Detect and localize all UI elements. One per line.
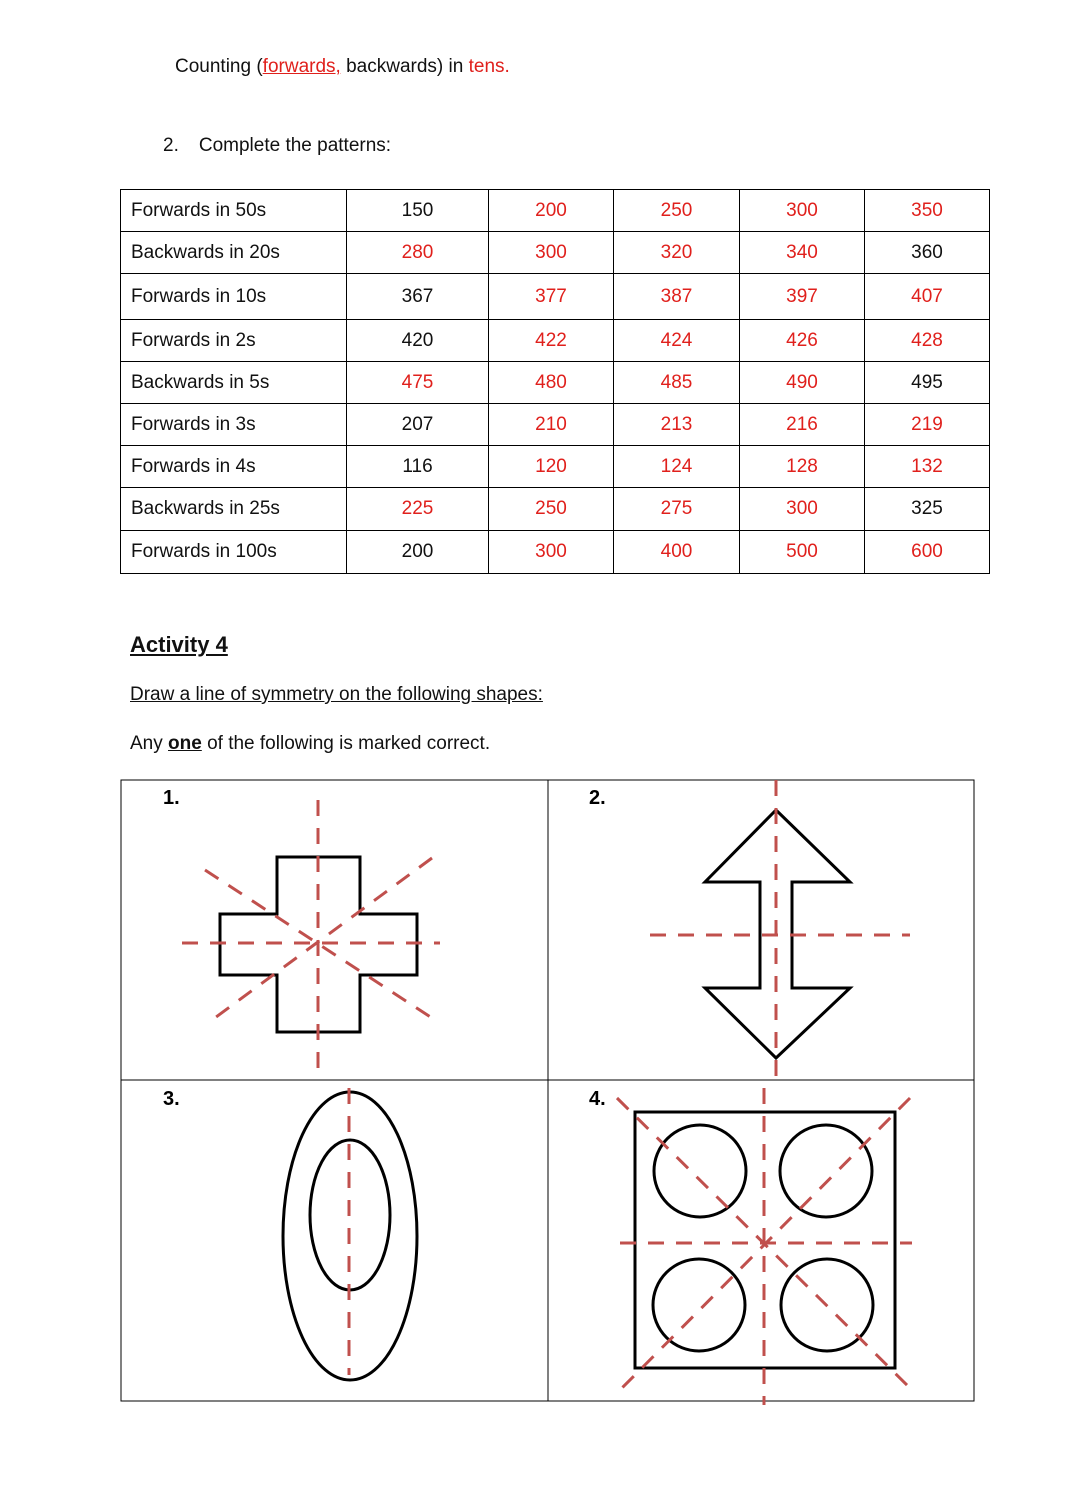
answer-value: 340	[739, 231, 865, 274]
heading-prefix: Counting (	[175, 56, 263, 77]
answer-value: 426	[739, 319, 865, 362]
answer-value: 397	[739, 273, 865, 320]
note-bold: one	[168, 733, 202, 754]
answer-value: 210	[488, 403, 614, 446]
pattern-label: Forwards in 100s	[120, 530, 347, 574]
answer-value: 300	[739, 487, 865, 531]
heading-forwards: forwards,	[262, 56, 341, 77]
question-number: 2.	[163, 135, 179, 156]
heading-tens: tens.	[468, 56, 510, 77]
answer-value: 280	[346, 231, 489, 274]
shape-number-3: 3.	[163, 1088, 180, 1110]
answer-value: 490	[739, 361, 865, 404]
pattern-row: Forwards in 4s 116 120 124 128 132	[120, 445, 990, 488]
double-arrow-shape	[701, 807, 854, 1061]
answer-value: 422	[488, 319, 614, 362]
question-heading: 2. Complete the patterns:	[163, 135, 391, 157]
counting-heading: Counting (forwards, backwards) in tens.	[175, 56, 510, 78]
symmetry-line	[615, 1096, 912, 1390]
answer-value: 128	[739, 445, 865, 488]
circle-shape	[652, 1123, 748, 1219]
patterns-table: Forwards in 50s 150 200 250 300 350 Backwards …	[120, 189, 990, 574]
answer-value: 225	[346, 487, 489, 531]
symmetry-line	[211, 856, 433, 1022]
pattern-row: Forwards in 100s 200 300 400 500 600	[120, 530, 990, 574]
answer-value: 600	[864, 530, 990, 574]
pattern-label: Backwards in 25s	[120, 487, 347, 531]
answer-value: 500	[739, 530, 865, 574]
symmetry-line	[204, 868, 433, 1020]
answer-value: 132	[864, 445, 990, 488]
given-value: 420	[346, 319, 489, 362]
activity-instruction: Draw a line of symmetry on the following…	[130, 684, 543, 705]
answer-value: 219	[864, 403, 990, 446]
answer-value: 424	[613, 319, 740, 362]
answer-value: 400	[613, 530, 740, 574]
pattern-label: Forwards in 10s	[120, 273, 347, 320]
note-post: of the following is marked correct.	[201, 733, 491, 754]
circle-shape	[778, 1123, 874, 1219]
shape-number-4: 4.	[589, 1088, 606, 1110]
pattern-label: Forwards in 50s	[120, 189, 347, 232]
circle-shape	[651, 1257, 747, 1353]
activity-title: Activity 4	[130, 632, 228, 657]
answer-value: 250	[488, 487, 614, 531]
pattern-label: Backwards in 5s	[120, 361, 347, 404]
given-value: 150	[346, 189, 489, 232]
note-pre: Any	[130, 733, 169, 754]
shape-number-2: 2.	[589, 787, 606, 809]
pattern-row: Backwards in 5s 475 480 485 490 495	[120, 361, 990, 404]
symmetry-line	[618, 1096, 912, 1392]
pattern-row: Forwards in 2s 420 422 424 426 428	[120, 319, 990, 362]
answer-value: 300	[739, 189, 865, 232]
answer-value: 124	[613, 445, 740, 488]
pattern-label: Forwards in 4s	[120, 445, 347, 488]
given-value: 495	[864, 361, 990, 404]
answer-value: 485	[613, 361, 740, 404]
answer-value: 213	[613, 403, 740, 446]
circle-shape	[779, 1257, 875, 1353]
answer-value: 480	[488, 361, 614, 404]
answer-value: 428	[864, 319, 990, 362]
cross-shape	[218, 855, 419, 1034]
answer-value: 120	[488, 445, 614, 488]
pattern-label: Forwards in 2s	[120, 319, 347, 362]
answer-value: 387	[613, 273, 740, 320]
question-text: Complete the patterns:	[198, 135, 392, 156]
answer-value: 407	[864, 273, 990, 320]
given-value: 325	[864, 487, 990, 531]
answer-value: 300	[488, 231, 614, 274]
shape-number-1: 1.	[163, 787, 180, 809]
activity-note: Any one of the following is marked corre…	[130, 733, 490, 755]
heading-middle: backwards) in	[340, 56, 469, 77]
